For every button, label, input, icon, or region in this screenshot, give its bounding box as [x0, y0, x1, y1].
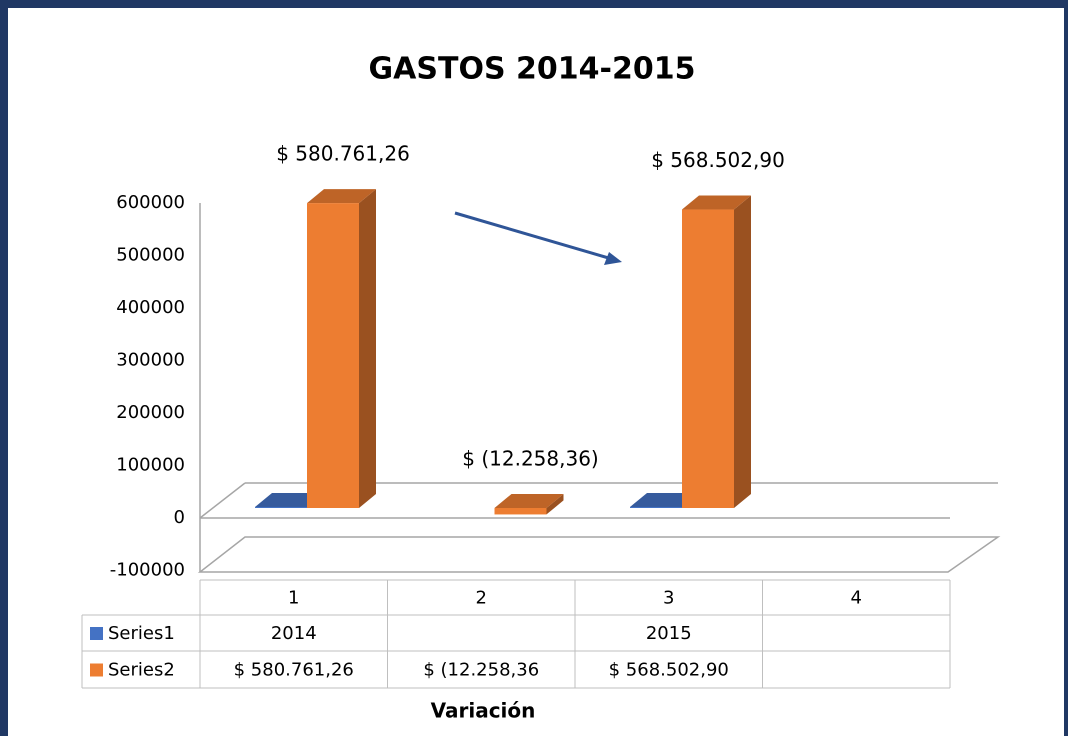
y-tick-label: 600000: [116, 192, 185, 213]
arrow-head: [604, 252, 622, 265]
x-axis-title: Variación: [431, 699, 536, 723]
data-label: $ 568.502,90: [651, 148, 785, 172]
table-value: 2015: [646, 623, 692, 644]
y-tick-label: 500000: [116, 245, 185, 266]
legend-label: Series1: [108, 623, 175, 644]
y-tick-label: 400000: [116, 297, 185, 318]
legend-key: [90, 627, 103, 640]
bar-top: [255, 492, 324, 507]
table-value: $ 580.761,26: [234, 660, 354, 681]
arrow: [454, 211, 613, 261]
y-tick-label: 100000: [116, 455, 185, 476]
bar-side: [734, 195, 751, 508]
table-category: 3: [663, 588, 674, 609]
bar-side: [546, 494, 564, 515]
y-tick-label: 0: [174, 507, 185, 528]
bar: [255, 506, 307, 508]
table-value: $ 568.502,90: [609, 660, 729, 681]
bar-top: [307, 189, 376, 204]
table-category: 2: [476, 588, 487, 609]
chart-title: GASTOS 2014-2015: [369, 52, 696, 87]
table-value: $ (12.258,36: [423, 660, 539, 681]
y-tick-label: 200000: [116, 402, 185, 423]
table-category: 4: [851, 588, 862, 609]
table-value: 2014: [271, 623, 317, 644]
bar: [307, 203, 359, 508]
table-category: 1: [288, 588, 299, 609]
zero-depth-line: [199, 482, 246, 519]
data-label: $ 580.761,26: [276, 142, 410, 166]
bar: [630, 506, 682, 508]
bar: [494, 508, 547, 515]
floor: [197, 536, 1001, 573]
bar-top: [494, 494, 564, 508]
bar-top: [682, 195, 751, 210]
y-tick-label: -100000: [110, 560, 185, 581]
bar-top: [630, 492, 699, 507]
legend-key: [90, 663, 103, 677]
data-label: $ (12.258,36): [462, 447, 598, 471]
bar-side: [359, 189, 376, 508]
bar: [682, 209, 734, 508]
y-tick-label: 300000: [116, 350, 185, 371]
legend-label: Series2: [108, 660, 175, 681]
